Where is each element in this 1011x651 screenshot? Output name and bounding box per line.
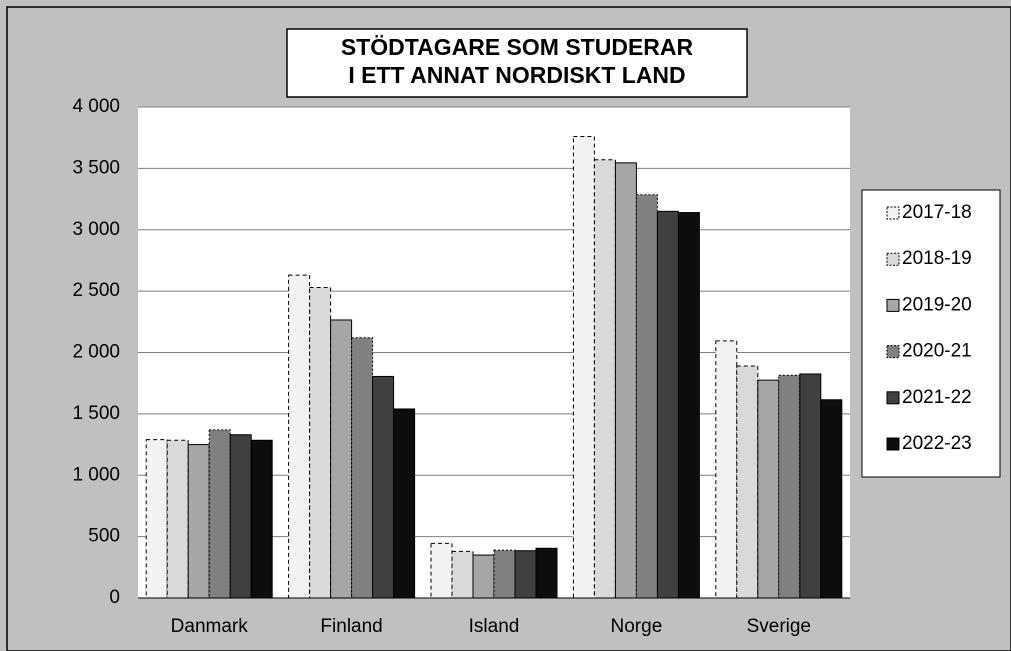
bar <box>778 374 801 599</box>
x-tick-label: Sverige <box>747 616 811 637</box>
chart-title: STÖDTAGARE SOM STUDERAR <box>341 34 694 60</box>
bar <box>493 549 516 599</box>
legend-swatch <box>886 252 900 266</box>
title-box <box>286 28 748 98</box>
bar <box>677 212 700 599</box>
x-tick-label: Norge <box>611 616 663 637</box>
legend-label: 2020-21 <box>902 341 972 362</box>
bar <box>572 135 595 599</box>
bars <box>145 135 843 599</box>
x-tick-label: Danmark <box>171 616 249 637</box>
bar <box>309 286 332 599</box>
bar <box>635 194 658 599</box>
bar <box>229 434 252 599</box>
y-tick-label: 2 000 <box>72 342 120 363</box>
x-tick-label: Finland <box>320 616 382 637</box>
chart-title: I ETT ANNAT NORDISKT LAND <box>348 62 685 88</box>
bar <box>736 365 759 599</box>
legend <box>861 189 1001 478</box>
legend-label: 2019-20 <box>902 294 972 315</box>
bar <box>372 375 395 599</box>
legend-swatch <box>886 298 900 312</box>
bar <box>715 340 738 599</box>
bar <box>145 439 168 599</box>
bar <box>208 429 231 599</box>
bar <box>593 159 616 599</box>
legend-label: 2022-23 <box>902 433 972 454</box>
bar <box>187 444 210 599</box>
bar <box>351 337 374 599</box>
bar <box>757 379 780 599</box>
bar <box>472 554 495 599</box>
y-tick-label: 1 000 <box>72 464 120 485</box>
y-tick-label: 3 500 <box>72 157 120 178</box>
legend-label: 2017-18 <box>902 202 972 223</box>
y-tick-label: 0 <box>109 587 120 608</box>
y-tick-label: 500 <box>88 526 120 547</box>
bar <box>288 274 311 599</box>
bar <box>656 210 679 599</box>
legend-swatch <box>886 206 900 220</box>
bar <box>535 547 558 599</box>
bar <box>820 399 843 599</box>
bar <box>330 319 353 599</box>
y-tick-label: 2 500 <box>72 280 120 301</box>
legend-label: 2021-22 <box>902 387 972 408</box>
chart-frame <box>6 6 1011 651</box>
x-tick-label: Island <box>469 616 520 637</box>
bar <box>799 373 822 599</box>
y-tick-label: 1 500 <box>72 403 120 424</box>
bar <box>393 408 416 599</box>
bar <box>614 162 637 599</box>
bar <box>514 550 537 599</box>
legend-swatch <box>886 437 900 451</box>
legend-label: 2018-19 <box>902 248 972 269</box>
y-tick-label: 4 000 <box>72 96 120 117</box>
bar <box>250 439 273 599</box>
legend-swatch <box>886 345 900 359</box>
bar <box>451 550 474 599</box>
bar <box>430 542 453 599</box>
y-tick-label: 3 000 <box>72 219 120 240</box>
bar <box>166 439 189 599</box>
legend-swatch <box>886 391 900 405</box>
